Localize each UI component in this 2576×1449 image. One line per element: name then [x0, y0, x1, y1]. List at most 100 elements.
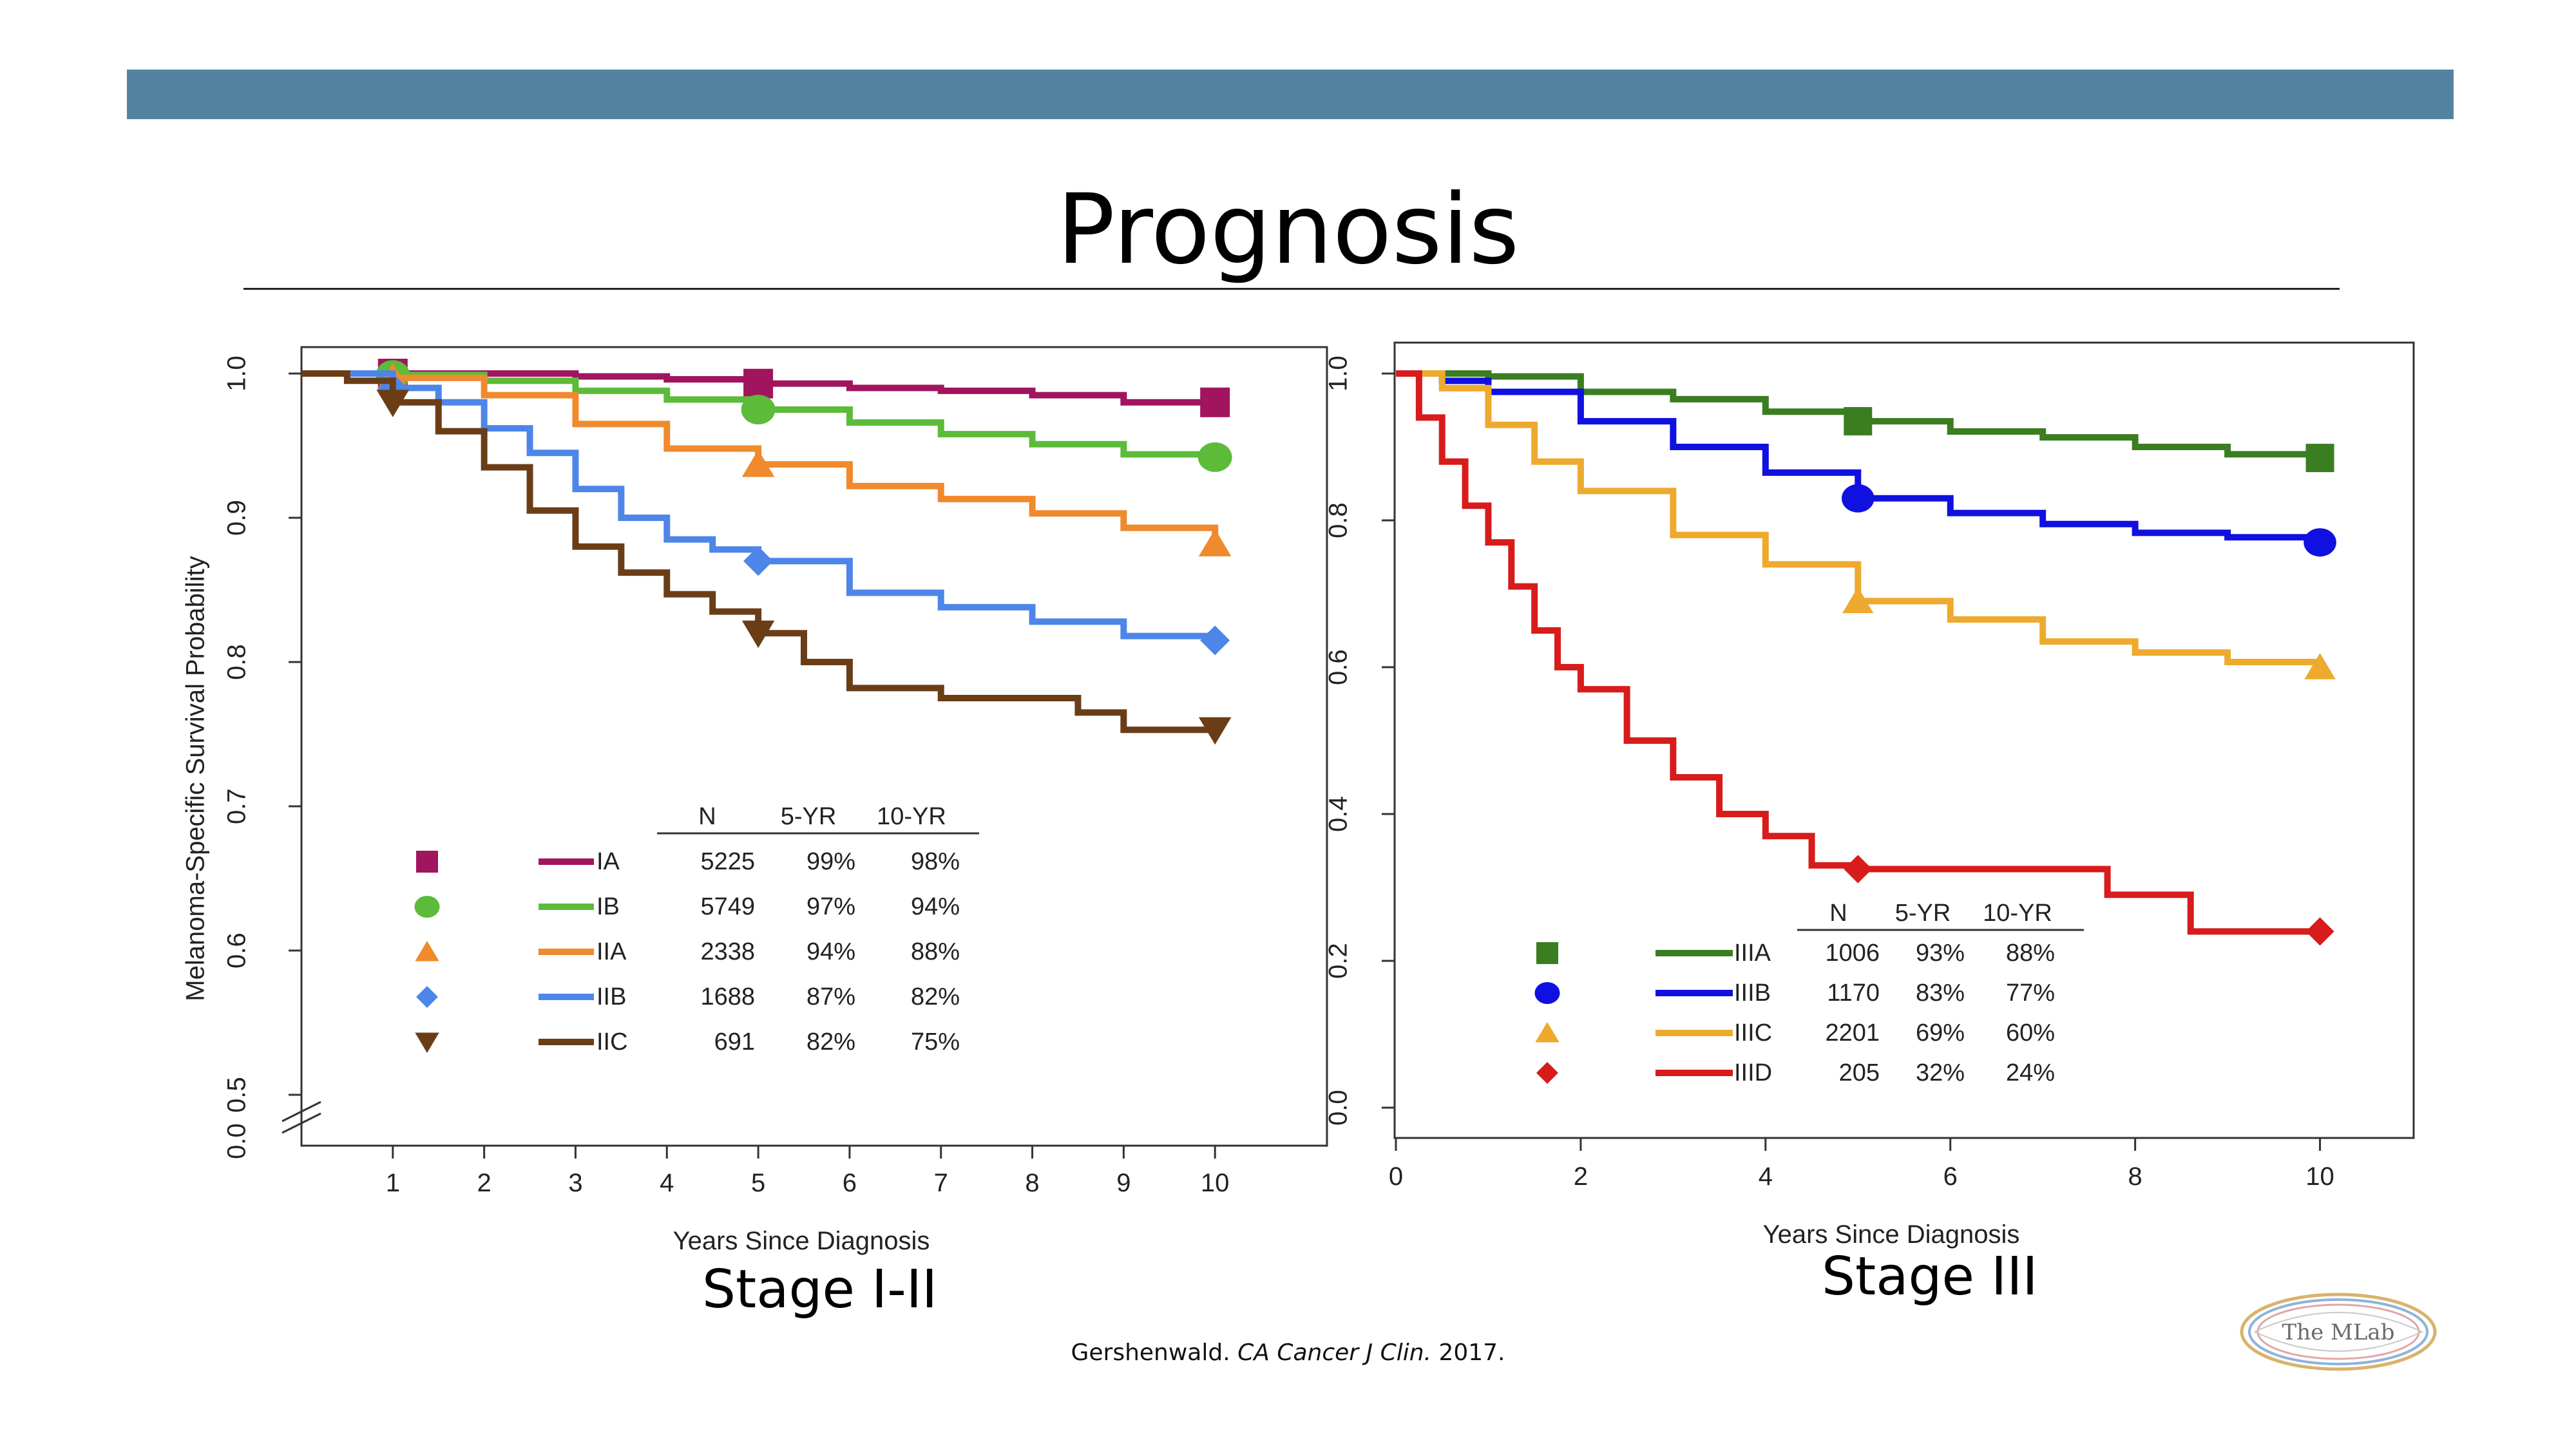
- legend-5yr-value: 32%: [1916, 1059, 1965, 1086]
- legend-stage-name: IIID: [1734, 1059, 1772, 1086]
- y-tick-label: 0.6: [1324, 649, 1353, 685]
- curve-iib: [301, 370, 1219, 641]
- y-tick-label: 0.7: [223, 788, 251, 824]
- slide-title: Prognosis: [1056, 174, 1520, 286]
- x-tick-label: 10: [1201, 1169, 1230, 1197]
- x-tick-label: 2: [1574, 1162, 1588, 1191]
- legend-n-value: 205: [1839, 1059, 1880, 1086]
- table-header: 5-YR: [781, 803, 837, 830]
- legend-10yr-value: 77%: [2006, 980, 2055, 1007]
- legend-5yr-value: 87%: [806, 983, 855, 1010]
- x-tick-label: 0: [1389, 1162, 1403, 1191]
- legend-n-value: 691: [714, 1028, 755, 1056]
- legend-5yr-value: 82%: [806, 1028, 855, 1056]
- marker-iiid-10yr: [2305, 917, 2334, 946]
- logo-text: The MLab: [2282, 1320, 2395, 1345]
- legend-5yr-value: 97%: [806, 893, 855, 920]
- marker-iiia-5yr: [1844, 407, 1873, 436]
- legend-10yr-value: 98%: [911, 848, 960, 875]
- y-tick-label: 0.5: [223, 1077, 251, 1113]
- y-tick-label: 0.0: [223, 1123, 251, 1159]
- marker-ia-10yr: [1200, 387, 1230, 417]
- legend-n-value: 5225: [700, 848, 755, 875]
- legend-n-value: 1688: [700, 983, 755, 1010]
- marker-iiic-5yr: [1842, 587, 1874, 614]
- y-tick-label: 1.0: [1324, 355, 1353, 392]
- legend-marker-ib: [414, 896, 440, 918]
- marker-iiib-10yr: [2304, 528, 2336, 557]
- legend-5yr-value: 69%: [1916, 1019, 1965, 1046]
- table-header: 10-YR: [877, 803, 946, 830]
- legend-marker-ia: [416, 851, 438, 873]
- y-tick-label: 0.0: [1324, 1090, 1353, 1126]
- legend-stage-name: IIIB: [1734, 980, 1771, 1007]
- marker-iiia-10yr: [2305, 444, 2334, 473]
- legend-10yr-value: 82%: [911, 983, 960, 1010]
- caption-stage-3: Stage III: [1822, 1246, 2038, 1307]
- legend-marker-iiia: [1536, 942, 1558, 964]
- x-axis-label: Years Since Diagnosis: [1763, 1220, 2020, 1249]
- legend-10yr-value: 94%: [911, 893, 960, 920]
- y-tick-label: 0.8: [223, 644, 251, 680]
- legend-stage-name: IA: [596, 848, 620, 875]
- header-accent-bar: [127, 70, 2454, 119]
- citation-author: Gershenwald.: [1071, 1340, 1238, 1366]
- legend-n-value: 2338: [700, 938, 755, 965]
- x-axis-label: Years Since Diagnosis: [673, 1227, 930, 1255]
- legend-stage-name: IIIC: [1734, 1019, 1772, 1046]
- marker-iia-10yr: [1198, 529, 1232, 556]
- marker-iiib-5yr: [1841, 484, 1875, 513]
- legend-n-value: 5749: [700, 893, 755, 920]
- legend-n-value: 1006: [1825, 940, 1880, 967]
- x-tick-label: 3: [568, 1169, 582, 1197]
- legend-stage-name: IIC: [596, 1028, 628, 1056]
- legend-10yr-value: 60%: [2006, 1019, 2055, 1046]
- legend-marker-iia: [415, 941, 439, 961]
- legend-10yr-value: 88%: [911, 938, 960, 965]
- legend-5yr-value: 99%: [806, 848, 855, 875]
- legend-stage-name: IIIA: [1734, 940, 1771, 967]
- legend-5yr-value: 94%: [806, 938, 855, 965]
- y-tick-label: 0.2: [1324, 943, 1353, 979]
- table-header: 5-YR: [1895, 900, 1951, 927]
- x-tick-label: 1: [386, 1169, 400, 1197]
- marker-iib-5yr: [743, 546, 774, 576]
- table-header: 10-YR: [1983, 900, 2052, 927]
- legend-marker-iic: [415, 1032, 439, 1053]
- x-tick-label: 6: [843, 1169, 857, 1197]
- plot-frame: [300, 346, 1328, 1147]
- legend-10yr-value: 88%: [2006, 940, 2055, 967]
- marker-iic-1yr: [376, 390, 410, 417]
- citation-year: 2017.: [1431, 1340, 1505, 1366]
- legend-marker-iiid: [1536, 1062, 1558, 1084]
- legend-10yr-value: 24%: [2006, 1059, 2055, 1086]
- marker-ib-10yr: [1197, 442, 1232, 472]
- legend-10yr-value: 75%: [911, 1028, 960, 1056]
- x-tick-label: 8: [1025, 1169, 1039, 1197]
- x-tick-label: 8: [2128, 1162, 2142, 1191]
- marker-iib-10yr: [1200, 625, 1230, 656]
- axis-break-mark: [281, 1112, 321, 1134]
- legend-5yr-value: 83%: [1916, 980, 1965, 1007]
- curve-iiid: [1396, 370, 2320, 935]
- plot-frame: [1393, 341, 2415, 1139]
- table-header: N: [1829, 900, 1847, 927]
- marker-ib-5yr: [741, 395, 776, 424]
- mlab-logo: The MLab: [2240, 1293, 2437, 1371]
- citation: Gershenwald. CA Cancer J Clin. 2017.: [0, 1340, 2576, 1366]
- x-tick-label: 4: [1759, 1162, 1773, 1191]
- marker-iic-5yr: [741, 620, 775, 649]
- legend-stage-name: IB: [596, 893, 620, 920]
- x-tick-label: 9: [1116, 1169, 1131, 1197]
- table-header: N: [698, 803, 716, 830]
- y-axis-label: Melanoma-Specific Survival Probability: [182, 556, 210, 1001]
- x-tick-label: 4: [660, 1169, 674, 1197]
- y-tick-label: 0.9: [223, 500, 251, 536]
- legend-stage-name: IIA: [596, 938, 627, 965]
- legend-n-value: 2201: [1825, 1019, 1880, 1046]
- axis-break-mark: [281, 1101, 321, 1122]
- y-tick-label: 0.4: [1324, 796, 1353, 832]
- marker-iic-10yr: [1198, 717, 1232, 745]
- y-tick-label: 0.8: [1324, 502, 1353, 538]
- marker-iiid-5yr: [1844, 855, 1873, 884]
